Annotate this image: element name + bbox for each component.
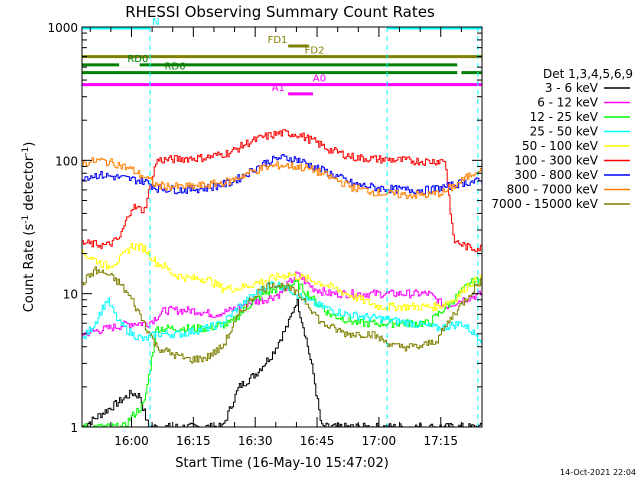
- y-tick-label: 100: [55, 154, 78, 168]
- series-line-5: [82, 129, 482, 253]
- series-line-4: [82, 242, 482, 312]
- series-line-7: [82, 157, 482, 200]
- x-tick-label: 16:45: [300, 434, 335, 448]
- series-layer: [82, 129, 482, 427]
- x-tick-label: 16:15: [176, 434, 211, 448]
- y-tick-label: 1000: [47, 21, 78, 35]
- x-tick-label: 16:00: [114, 434, 149, 448]
- timestamp: 14-Oct-2021 22:04: [560, 468, 636, 477]
- legend-label-1: 6 - 12 keV: [537, 96, 599, 110]
- flag-label-rd6: RD6: [164, 62, 185, 73]
- flag-label-fd1: FD1: [268, 35, 288, 46]
- legend-label-4: 50 - 100 keV: [522, 139, 599, 153]
- flag-label-n: N: [152, 17, 159, 28]
- x-axis: 16:00 16:15 16:30 16:45 17:00 17:15: [89, 27, 483, 448]
- flag-label-a0: A0: [313, 74, 326, 85]
- legend-title: Det 1,3,4,5,6,9: [543, 67, 633, 81]
- y-tick-label: 10: [63, 288, 78, 302]
- y-label-main: Count Rate (s: [22, 224, 37, 313]
- series-line-6: [82, 154, 482, 195]
- y-axis: 1 10 100 1000: [47, 21, 482, 435]
- legend-label-7: 800 - 7000 keV: [507, 183, 599, 197]
- series-line-1: [82, 271, 482, 337]
- x-tick-label: 17:15: [423, 434, 458, 448]
- legend-label-0: 3 - 6 keV: [545, 81, 599, 95]
- legend-label-6: 300 - 800 keV: [514, 168, 598, 182]
- x-axis-label: Start Time (16-May-10 15:47:02): [175, 456, 389, 471]
- flag-label-rd0: RD0: [127, 54, 148, 65]
- series-line-2: [82, 276, 482, 427]
- flag-label-a1: A1: [272, 83, 285, 94]
- y-label-mid: detector: [22, 155, 37, 215]
- x-tick-label: 17:00: [362, 434, 397, 448]
- series-line-3: [82, 281, 482, 344]
- flag-label-fd2: FD2: [305, 46, 325, 57]
- flag-bars: [82, 27, 482, 96]
- plot-frame: [81, 26, 483, 428]
- legend-label-3: 25 - 50 keV: [530, 125, 599, 139]
- legend-label-8: 7000 - 15000 keV: [491, 197, 598, 211]
- x-tick-label: 16:30: [238, 434, 273, 448]
- chart-title: RHESSI Observing Summary Count Rates: [125, 3, 435, 21]
- y-tick-label: 1: [70, 421, 78, 435]
- y-label-sup2: -1: [21, 147, 31, 156]
- series-line-0: [82, 298, 482, 427]
- legend-label-5: 100 - 300 keV: [514, 154, 598, 168]
- y-label-sup1: -1: [21, 215, 31, 224]
- vertical-markers: [149, 27, 479, 427]
- y-label-end: ): [22, 142, 37, 147]
- legend-label-2: 12 - 25 keV: [530, 110, 599, 124]
- y-axis-label: Count Rate (s-1 detector-1): [21, 142, 37, 313]
- series-line-8: [82, 266, 482, 364]
